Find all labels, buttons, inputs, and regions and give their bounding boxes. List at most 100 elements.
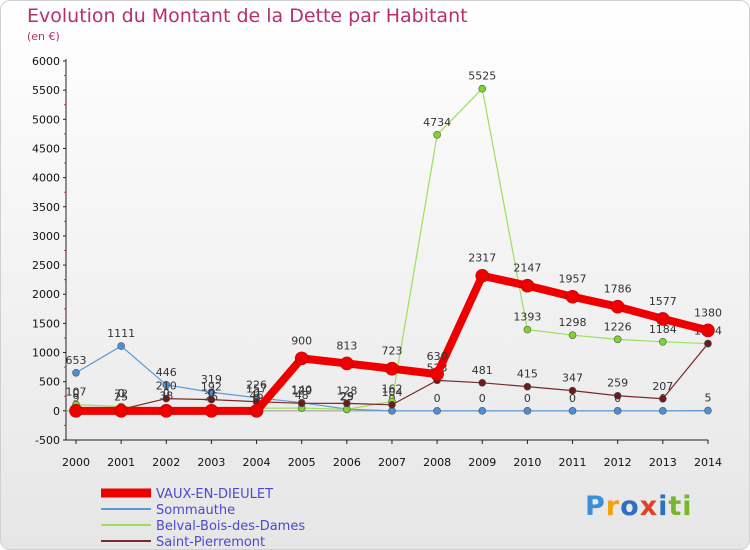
data-label: 29 <box>340 390 354 403</box>
data-label: 5525 <box>468 70 496 83</box>
data-label: 415 <box>517 368 538 381</box>
data-label: 0 <box>73 387 80 400</box>
data-point <box>523 407 532 415</box>
data-point <box>207 388 216 397</box>
data-point <box>249 404 264 418</box>
data-label: 0 <box>524 392 531 405</box>
x-tick-label: 2011 <box>559 456 587 469</box>
logo-letter: x <box>639 491 659 522</box>
data-label: 1111 <box>107 327 135 340</box>
data-label: 0 <box>253 387 260 400</box>
data-label: 104 <box>381 386 402 399</box>
logo-letter: i <box>658 491 669 522</box>
data-label: 1577 <box>649 295 677 308</box>
data-point <box>701 323 715 338</box>
y-tick-label: 2000 <box>32 288 60 301</box>
data-point <box>204 404 219 418</box>
data-label: 653 <box>66 354 87 367</box>
data-point <box>659 407 667 415</box>
data-label: 0 <box>434 392 441 405</box>
legend-label: VAUX-EN-DIEULET <box>156 487 273 502</box>
data-label: 0 <box>118 387 125 400</box>
logo-letter: t <box>668 491 683 522</box>
proxiti-logo: Proxiti <box>585 491 693 522</box>
y-tick-label: -500 <box>35 434 60 447</box>
data-point <box>72 368 80 377</box>
x-tick-label: 2006 <box>333 456 361 469</box>
data-point <box>478 407 487 415</box>
data-label: 157 <box>246 383 267 396</box>
data-point <box>385 361 399 376</box>
data-label: 48 <box>295 389 309 402</box>
data-label: 0 <box>479 392 486 405</box>
data-label: 1226 <box>604 320 632 333</box>
x-tick-label: 2001 <box>107 456 135 469</box>
y-tick-label: 4500 <box>32 142 60 155</box>
data-label: 162 <box>381 382 402 395</box>
x-tick-label: 2003 <box>197 456 225 469</box>
data-point <box>520 278 535 293</box>
x-tick-label: 2010 <box>513 456 541 469</box>
data-point <box>207 395 216 404</box>
y-tick-label: 4000 <box>32 172 60 185</box>
data-point <box>117 342 125 350</box>
data-label: 481 <box>472 364 493 377</box>
data-label: 192 <box>201 381 222 394</box>
y-tick-label: 1500 <box>32 317 60 330</box>
data-point <box>610 299 625 314</box>
logo-letter: o <box>620 491 640 522</box>
chart-title: Evolution du Montant de la Dette par Hab… <box>27 5 468 27</box>
y-tick-label: 3000 <box>32 230 60 243</box>
data-label: 140 <box>291 384 312 397</box>
y-tick-label: 5000 <box>32 113 60 126</box>
data-point <box>565 289 580 304</box>
data-point <box>162 381 171 389</box>
data-point <box>340 356 354 371</box>
x-tick-label: 2004 <box>243 456 271 469</box>
data-label: 207 <box>652 380 673 393</box>
data-label: 1786 <box>604 283 632 296</box>
x-tick-label: 2000 <box>62 456 90 469</box>
y-tick-label: 0 <box>53 405 60 418</box>
data-label: 900 <box>291 334 312 347</box>
y-tick-label: 3500 <box>32 201 60 214</box>
x-tick-label: 2012 <box>604 456 632 469</box>
data-point <box>475 268 490 283</box>
data-label: 9 <box>73 391 80 404</box>
data-label: 723 <box>381 345 402 358</box>
x-tick-label: 2008 <box>423 456 451 469</box>
data-point <box>659 338 667 346</box>
data-point <box>568 331 577 339</box>
data-point <box>523 382 532 391</box>
data-point <box>613 407 622 415</box>
y-tick-label: 6000 <box>32 55 60 68</box>
data-label: 129 <box>291 384 312 397</box>
y-tick-label: 2500 <box>32 259 60 272</box>
data-point <box>478 379 487 387</box>
logo-letter: r <box>605 491 621 522</box>
data-label: 128 <box>336 384 357 397</box>
data-label: 25 <box>114 390 128 403</box>
data-label: 347 <box>562 372 583 385</box>
legend-label: Sommauthe <box>156 503 235 518</box>
data-point <box>114 404 128 418</box>
data-label: 259 <box>607 377 628 390</box>
data-label: 1380 <box>694 306 722 319</box>
y-tick-label: 1000 <box>32 347 60 360</box>
x-tick-label: 2013 <box>649 456 677 469</box>
data-point <box>478 84 487 93</box>
y-tick-label: 500 <box>39 376 60 389</box>
data-point <box>343 399 351 408</box>
data-label: 0 <box>163 387 170 400</box>
data-point <box>613 335 622 344</box>
x-tick-label: 2014 <box>694 456 722 469</box>
data-point <box>388 400 396 409</box>
logo-letter: P <box>585 491 606 522</box>
data-point <box>162 394 171 403</box>
x-tick-label: 2002 <box>152 456 180 469</box>
data-point <box>430 367 444 381</box>
series-line-2 <box>75 88 708 410</box>
data-label: 813 <box>336 339 357 352</box>
